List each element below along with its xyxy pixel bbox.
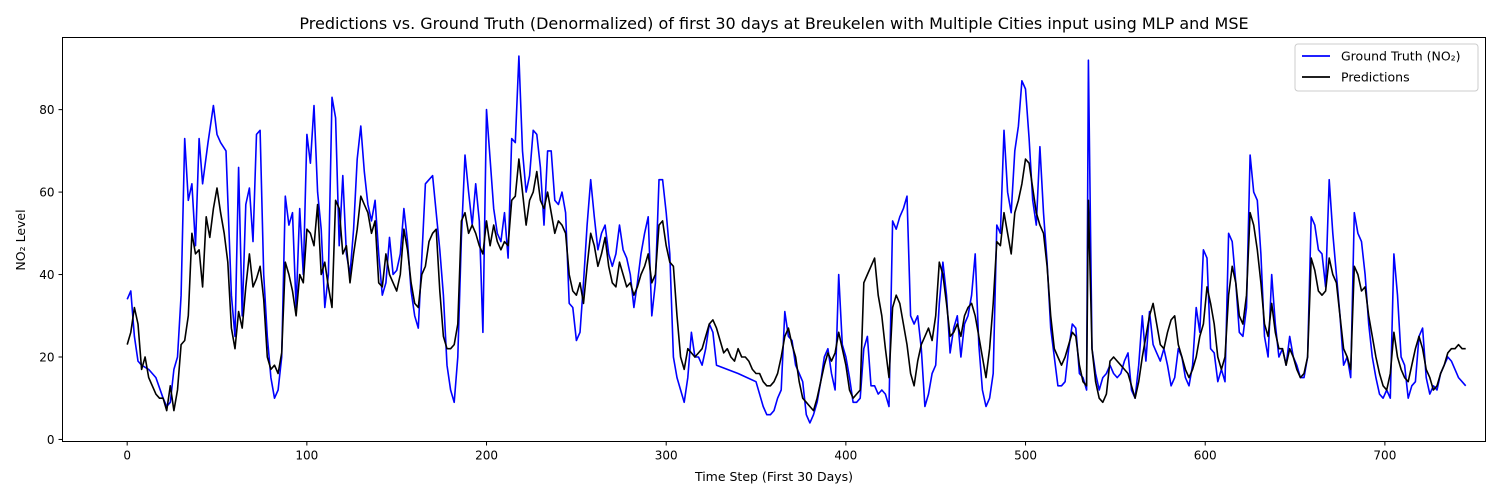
chart-title: Predictions vs. Ground Truth (Denormaliz… (299, 14, 1248, 33)
x-tick-label: 300 (655, 449, 678, 463)
x-tick-label: 100 (295, 449, 318, 463)
x-tick-label: 400 (834, 449, 857, 463)
x-tick-label: 600 (1194, 449, 1217, 463)
y-tick-label: 40 (39, 268, 54, 282)
series-ground-truth-line (126, 55, 1467, 424)
legend-box (1294, 43, 1479, 92)
x-axis-label: Time Step (First 30 Days) (694, 469, 853, 484)
x-tick-label: 700 (1373, 449, 1396, 463)
y-tick-label: 80 (39, 103, 54, 117)
y-tick-label: 0 (47, 433, 55, 447)
legend: Ground Truth (NO₂) Predictions (1294, 43, 1479, 92)
series-predictions-line (126, 158, 1466, 412)
x-tick-label: 0 (123, 449, 131, 463)
series-lines (126, 55, 1467, 424)
y-tick-label: 20 (39, 350, 54, 364)
y-axis-label: NO₂ Level (13, 209, 28, 270)
x-tick-label: 500 (1014, 449, 1037, 463)
x-axis: 0 100 200 300 400 500 600 700 (123, 441, 1396, 463)
y-axis: 0 20 40 60 80 (39, 103, 63, 447)
legend-label-ground-truth: Ground Truth (NO₂) (1341, 49, 1461, 64)
x-tick-label: 200 (475, 449, 498, 463)
y-tick-label: 60 (39, 186, 54, 200)
legend-label-predictions: Predictions (1341, 70, 1410, 85)
plot-frame (62, 37, 1486, 442)
